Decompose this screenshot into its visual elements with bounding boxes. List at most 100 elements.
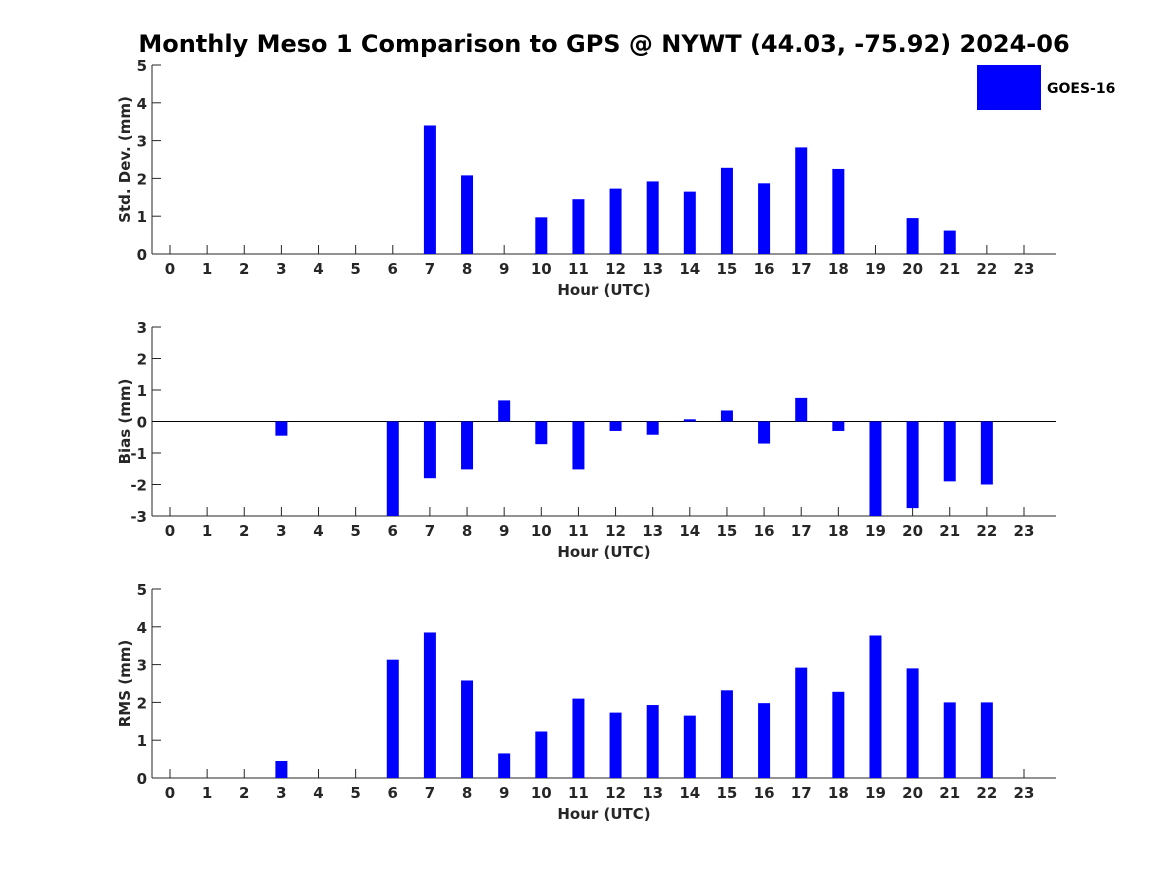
y-tick-label: 3	[137, 319, 147, 337]
x-tick-label: 4	[313, 784, 323, 802]
y-tick-label: 0	[137, 770, 147, 788]
chart-title: Monthly Meso 1 Comparison to GPS @ NYWT …	[138, 30, 1069, 58]
y-tick-label: 2	[137, 351, 147, 369]
y-tick-label: 2	[137, 170, 147, 188]
x-tick-label: 21	[939, 784, 960, 802]
y-tick-label: -3	[130, 508, 147, 526]
bar	[869, 635, 882, 778]
x-axis-label: Hour (UTC)	[557, 805, 650, 823]
x-tick-label: 19	[865, 260, 886, 278]
x-tick-label: 15	[717, 260, 738, 278]
x-tick-label: 11	[568, 522, 589, 540]
x-tick-label: 20	[902, 784, 923, 802]
legend-swatch	[977, 65, 1041, 110]
y-tick-label: 2	[137, 694, 147, 712]
x-tick-label: 10	[531, 784, 552, 802]
x-tick-label: 9	[499, 522, 509, 540]
y-tick-label: 5	[137, 581, 147, 599]
x-axis-label: Hour (UTC)	[557, 543, 650, 561]
bar	[535, 217, 548, 254]
x-tick-label: 1	[202, 784, 212, 802]
x-tick-label: 18	[828, 784, 849, 802]
x-tick-label: 10	[531, 522, 552, 540]
bar	[943, 702, 956, 778]
y-tick-label: 3	[137, 133, 147, 151]
x-tick-label: 8	[462, 260, 472, 278]
bar	[498, 400, 511, 422]
bar	[758, 421, 771, 444]
x-tick-label: 13	[642, 522, 663, 540]
bar	[683, 191, 696, 254]
x-tick-label: 22	[976, 260, 997, 278]
bar	[535, 421, 548, 445]
x-tick-label: 21	[939, 522, 960, 540]
bar	[980, 702, 993, 778]
x-tick-label: 0	[165, 260, 175, 278]
x-tick-label: 9	[499, 784, 509, 802]
y-tick-label: 1	[137, 208, 147, 226]
legend-label: GOES-16	[1047, 81, 1115, 97]
bar	[720, 167, 733, 254]
y-tick-label: -2	[130, 477, 147, 495]
bar	[758, 703, 771, 778]
x-tick-label: 22	[976, 522, 997, 540]
x-tick-label: 14	[679, 522, 700, 540]
x-tick-label: 8	[462, 784, 472, 802]
y-tick-label: 3	[137, 657, 147, 675]
x-tick-label: 2	[239, 522, 249, 540]
bar	[646, 705, 659, 778]
x-tick-label: 17	[791, 784, 812, 802]
x-tick-label: 17	[791, 260, 812, 278]
x-tick-label: 9	[499, 260, 509, 278]
bar	[535, 731, 548, 778]
bar	[423, 125, 436, 254]
x-tick-label: 3	[276, 522, 286, 540]
x-tick-label: 2	[239, 260, 249, 278]
x-tick-label: 23	[1014, 260, 1035, 278]
x-axis-label: Hour (UTC)	[557, 281, 650, 299]
legend: GOES-16	[977, 65, 1115, 110]
x-tick-label: 5	[350, 784, 360, 802]
x-tick-label: 7	[425, 260, 435, 278]
y-tick-label: -1	[130, 445, 147, 463]
y-tick-label: 5	[137, 57, 147, 75]
x-tick-label: 0	[165, 784, 175, 802]
y-axis-label: RMS (mm)	[116, 640, 134, 727]
bar	[386, 421, 399, 516]
bar	[646, 421, 659, 435]
x-tick-label: 10	[531, 260, 552, 278]
bar	[461, 421, 474, 470]
x-tick-label: 14	[679, 260, 700, 278]
x-tick-label: 8	[462, 522, 472, 540]
bar	[609, 712, 622, 778]
bar	[832, 691, 845, 778]
bar	[609, 421, 622, 431]
bar	[906, 668, 919, 778]
bar	[720, 410, 733, 422]
y-tick-label: 4	[137, 95, 147, 113]
x-tick-label: 19	[865, 784, 886, 802]
bar	[275, 760, 288, 778]
y-tick-label: 1	[137, 732, 147, 750]
x-tick-label: 16	[754, 784, 775, 802]
x-tick-label: 15	[717, 784, 738, 802]
x-tick-label: 11	[568, 260, 589, 278]
x-tick-label: 11	[568, 784, 589, 802]
y-tick-label: 1	[137, 382, 147, 400]
x-tick-label: 4	[313, 522, 323, 540]
x-tick-label: 7	[425, 784, 435, 802]
x-tick-label: 12	[605, 260, 626, 278]
bar	[275, 421, 288, 436]
x-tick-label: 3	[276, 784, 286, 802]
bar	[943, 230, 956, 254]
bar	[646, 181, 659, 254]
x-tick-label: 12	[605, 784, 626, 802]
x-tick-label: 23	[1014, 784, 1035, 802]
x-tick-label: 15	[717, 522, 738, 540]
bar	[386, 659, 399, 778]
bar	[423, 632, 436, 778]
